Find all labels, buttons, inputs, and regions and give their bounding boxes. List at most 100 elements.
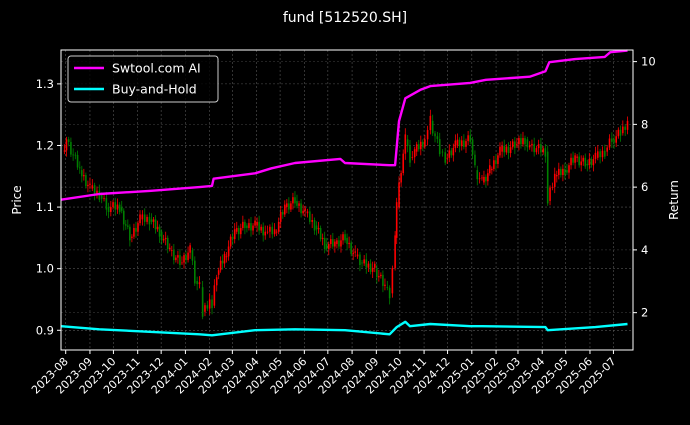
candle-body: [325, 244, 328, 249]
candle-body: [535, 148, 538, 153]
candle-body: [346, 237, 348, 245]
candle-body: [67, 139, 70, 142]
candle-body: [578, 156, 580, 166]
candle-body: [558, 168, 560, 176]
candle-body: [74, 154, 77, 156]
candle-body: [244, 221, 246, 229]
candle-body: [311, 220, 313, 222]
candle-body: [336, 240, 338, 245]
candle-body: [107, 207, 110, 213]
candle-body: [288, 203, 290, 210]
candle-body: [250, 223, 252, 231]
y-axis-right: 2 4 6 8 10: [633, 55, 656, 320]
candle-body: [141, 214, 144, 220]
candle-body: [185, 255, 187, 261]
candle-body: [483, 176, 485, 183]
candle-body: [290, 203, 292, 210]
candle-body: [404, 134, 407, 154]
candle-body: [467, 135, 469, 142]
candlesticks: [63, 109, 629, 320]
candle-body: [127, 225, 129, 227]
candle-body: [275, 231, 278, 233]
candle-body: [350, 242, 352, 254]
candle-body: [560, 168, 562, 176]
candle-body: [384, 284, 386, 286]
candle-body: [371, 267, 374, 272]
candle-body: [262, 226, 264, 236]
candle-body: [96, 190, 98, 195]
candle-body: [487, 173, 489, 182]
candle-body: [562, 168, 564, 176]
candle-body: [237, 228, 240, 235]
candle-body: [131, 236, 133, 238]
candle-body: [493, 160, 495, 169]
candle-body: [219, 260, 222, 271]
candle-body: [266, 231, 269, 233]
candle-body: [87, 184, 89, 187]
candle-body: [489, 165, 491, 174]
candle-body: [281, 212, 284, 215]
candle-body: [116, 204, 119, 210]
y-axis-left-label: Price: [10, 185, 24, 214]
candle-body: [441, 151, 444, 153]
candle-body: [599, 151, 601, 158]
candle-body: [277, 221, 280, 232]
candle-body: [495, 160, 497, 164]
candle-body: [171, 250, 173, 252]
candle-body: [378, 276, 380, 278]
candle-body: [452, 147, 455, 156]
candle-body: [361, 262, 363, 264]
candle-body: [196, 281, 198, 285]
candle-body: [611, 138, 613, 142]
candle-body: [292, 197, 294, 204]
candle-body: [429, 115, 432, 131]
candle-body: [546, 151, 549, 204]
candle-body: [413, 149, 416, 158]
candle-body: [321, 237, 324, 240]
candle-body: [217, 270, 220, 275]
candle-body: [505, 146, 508, 153]
candle-body: [194, 260, 196, 284]
candle-body: [359, 254, 361, 265]
candle-body: [446, 157, 449, 159]
candle-body: [415, 144, 418, 152]
x-axis: 2023-082023-092023-102023-112023-122024-…: [29, 350, 619, 397]
candle-body: [296, 200, 298, 206]
candle-body: [323, 237, 326, 249]
candle-body: [551, 186, 554, 188]
candle-body: [89, 183, 91, 185]
candle-body: [615, 136, 617, 143]
candle-body: [294, 197, 296, 204]
candle-body: [246, 225, 248, 229]
candle-body: [526, 139, 529, 148]
candle-body: [511, 141, 514, 148]
y-left-tick-label: 1.1: [36, 200, 54, 214]
candle-body: [135, 228, 137, 232]
candle-body: [105, 198, 108, 210]
candle-body: [225, 256, 228, 258]
legend-label-buy-hold: Buy-and-Hold: [112, 82, 197, 97]
candle-body: [242, 221, 244, 229]
candle-body: [424, 139, 426, 147]
candle-body: [531, 143, 533, 146]
candle-body: [201, 287, 204, 317]
candle-body: [177, 255, 179, 258]
candle-body: [309, 211, 311, 222]
candle-body: [553, 173, 556, 187]
candle-body: [476, 170, 479, 180]
candle-body: [520, 138, 522, 145]
candle-body: [137, 223, 139, 232]
candle-body: [409, 146, 411, 163]
candle-body: [110, 207, 112, 213]
candle-body: [509, 147, 512, 154]
candle-body: [330, 239, 332, 245]
candle-body: [231, 236, 234, 240]
candle-body: [223, 253, 226, 264]
candle-body: [342, 234, 344, 241]
candle-body: [91, 185, 94, 189]
strategy-return-line: [60, 49, 628, 201]
candle-body: [150, 219, 153, 222]
candle-body: [458, 139, 461, 147]
candle-body: [491, 168, 493, 171]
candle-body: [499, 146, 501, 156]
